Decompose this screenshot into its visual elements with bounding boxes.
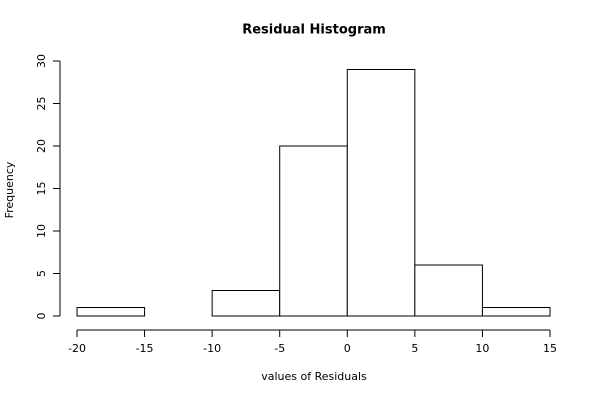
- y-tick-label: 0: [35, 313, 48, 320]
- x-tick-label: -20: [68, 342, 86, 355]
- bar: [76, 307, 146, 317]
- y-tick-label: 25: [35, 97, 48, 111]
- bar: [211, 290, 281, 317]
- bar: [481, 307, 551, 317]
- chart-title: Residual Histogram: [242, 23, 386, 38]
- x-tick-label: -15: [136, 342, 154, 355]
- x-axis-label: values of Residuals: [261, 370, 367, 383]
- y-tick-label: 15: [35, 182, 48, 196]
- x-tick-label: -5: [274, 342, 285, 355]
- x-tick-label: -10: [203, 342, 221, 355]
- bar: [346, 69, 416, 317]
- y-tick-label: 10: [35, 224, 48, 238]
- y-tick-label: 5: [35, 270, 48, 277]
- x-tick-label: 5: [411, 342, 418, 355]
- bar: [414, 264, 483, 317]
- bar: [279, 145, 348, 317]
- y-axis-label: Frequency: [3, 161, 16, 218]
- y-tick-label: 20: [35, 139, 48, 153]
- x-tick-label: 10: [475, 342, 489, 355]
- x-tick-label: 15: [543, 342, 557, 355]
- x-tick-label: 0: [344, 342, 351, 355]
- y-tick-label: 30: [35, 54, 48, 68]
